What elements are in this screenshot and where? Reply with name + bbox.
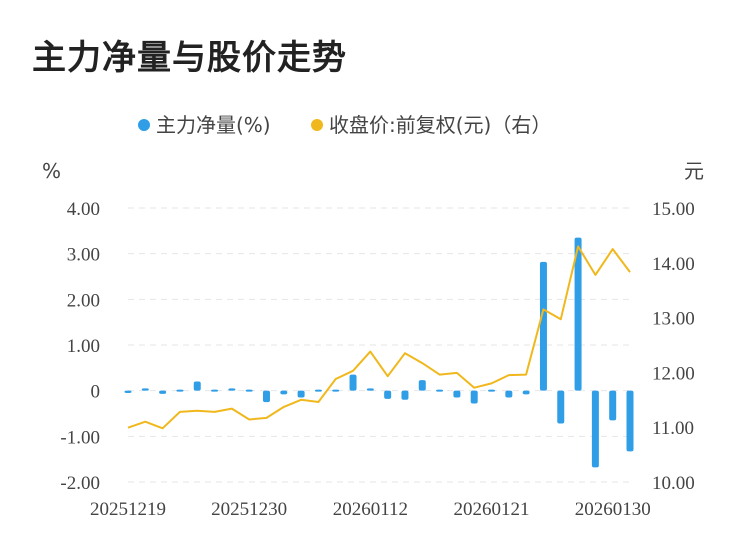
x-tick-label: 20251230 <box>211 499 287 520</box>
bar-20260109 <box>349 374 357 391</box>
bar-20251224 <box>176 389 184 392</box>
legend-label-net: 主力净量(%) <box>156 113 271 137</box>
left-tick-label: 1.00 <box>67 336 100 357</box>
bar-20251223 <box>159 390 167 394</box>
x-tick-label: 20260112 <box>333 499 408 520</box>
bar-20260126 <box>539 261 547 391</box>
price-line-group <box>127 245 631 430</box>
left-tick-label: 0 <box>91 382 101 403</box>
bar-20260127 <box>557 390 565 424</box>
right-tick-label: 15.00 <box>652 199 695 220</box>
bar-20260106 <box>297 390 305 398</box>
price-line <box>127 245 631 430</box>
left-y-axis: -2.00 -1.00 0 1.00 2.00 3.00 4.00 <box>60 199 100 494</box>
right-axis-unit: 元 <box>684 159 704 183</box>
left-tick-label: 2.00 <box>67 290 100 311</box>
legend-marker-net <box>138 119 150 131</box>
left-tick-label: -2.00 <box>60 473 100 494</box>
grid-lines <box>128 207 630 483</box>
x-tick-label: 20251219 <box>90 499 166 520</box>
x-axis: 20251219 20251230 20260112 20260121 20260130 <box>90 499 651 520</box>
bar-20260115 <box>418 380 426 391</box>
bar-20260112 <box>366 388 374 391</box>
right-tick-label: 14.00 <box>652 254 695 275</box>
bar-20251219 <box>124 390 132 393</box>
bar-20260116 <box>436 389 444 392</box>
right-tick-label: 12.00 <box>652 363 695 384</box>
bar-20260202 <box>626 390 634 452</box>
legend: 主力净量(%) 收盘价:前复权(元)（右） <box>138 113 551 137</box>
right-y-axis: 10.00 11.00 12.00 13.00 14.00 15.00 <box>652 199 695 494</box>
bar-20260105 <box>280 390 288 395</box>
bar-20260129 <box>591 390 599 468</box>
x-tick-label: 20260121 <box>454 499 530 520</box>
left-tick-label: 3.00 <box>67 245 100 266</box>
right-tick-label: 13.00 <box>652 309 695 330</box>
bar-20251225 <box>193 381 201 391</box>
legend-marker-price <box>311 119 323 131</box>
left-tick-label: 4.00 <box>67 199 100 220</box>
bar-20260113 <box>384 390 392 399</box>
bar-20260123 <box>522 390 530 395</box>
bar-20251230 <box>245 389 253 392</box>
x-tick-label: 20260130 <box>575 499 651 520</box>
bar-20251231 <box>262 390 270 403</box>
bar-20260128 <box>574 237 582 391</box>
bar-20251226 <box>211 389 219 392</box>
bar-20260122 <box>505 390 513 398</box>
left-axis-unit: % <box>42 159 61 183</box>
left-tick-label: -1.00 <box>60 427 100 448</box>
net-flow-bars <box>124 237 634 468</box>
bar-20251229 <box>228 388 236 391</box>
bar-20260130 <box>609 390 617 421</box>
bar-20251222 <box>141 388 149 391</box>
bar-20260120 <box>470 390 478 404</box>
legend-label-price: 收盘价:前复权(元)（右） <box>329 113 551 137</box>
bar-20260121 <box>488 389 496 392</box>
right-tick-label: 11.00 <box>652 418 694 439</box>
bar-20260108 <box>332 389 340 392</box>
bar-20260107 <box>314 389 322 392</box>
bar-20260114 <box>401 390 409 400</box>
bar-20260119 <box>453 390 461 398</box>
right-tick-label: 10.00 <box>652 473 695 494</box>
chart-title: 主力净量与股价走势 <box>32 38 347 78</box>
